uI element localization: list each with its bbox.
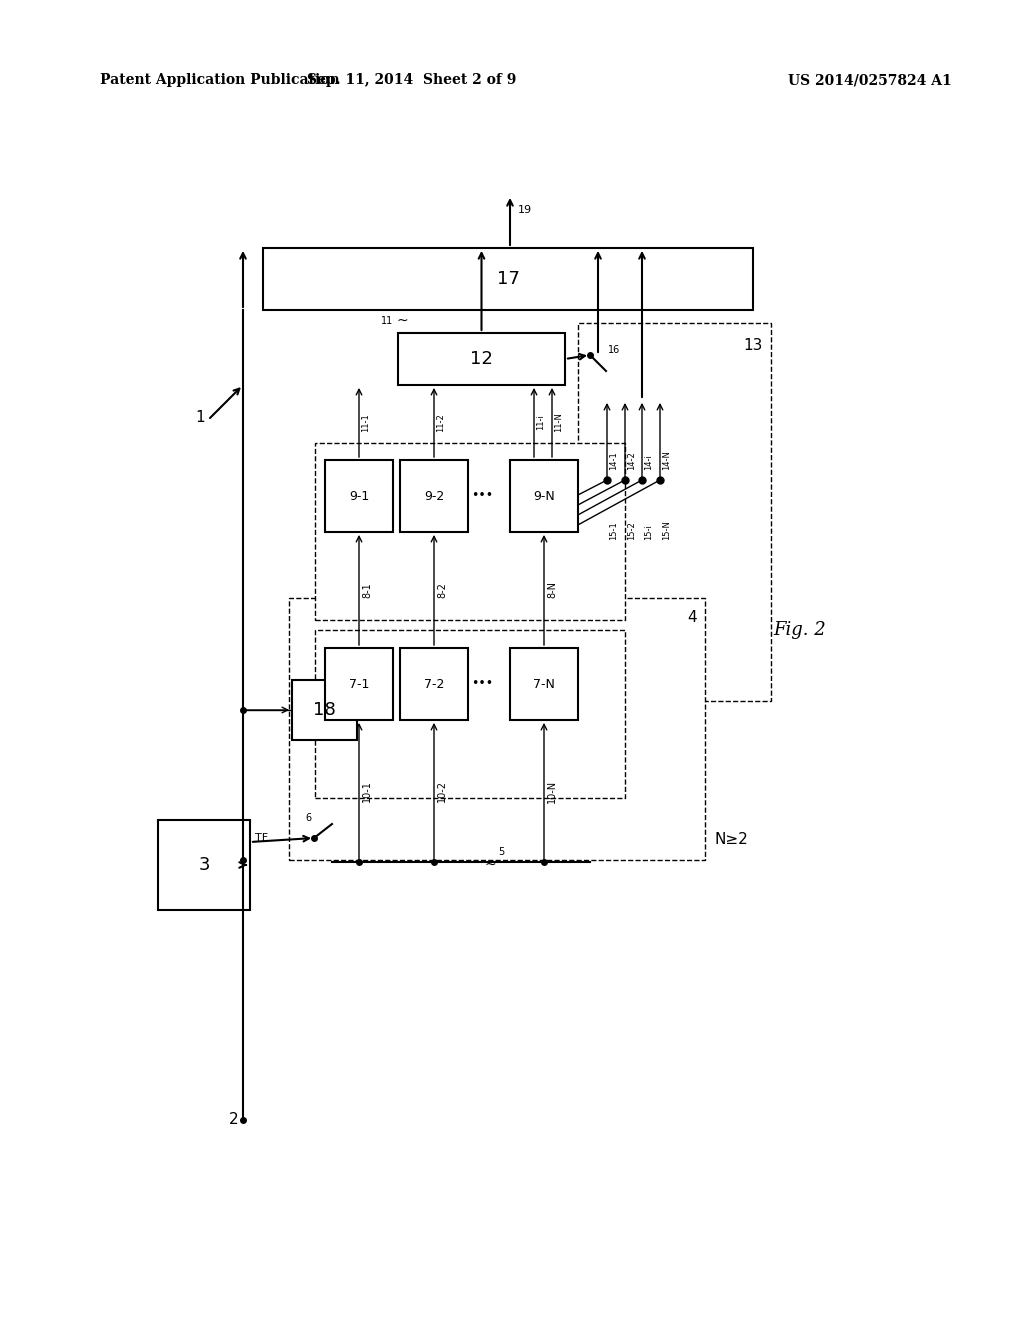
Text: 5: 5 <box>498 847 504 857</box>
Text: Fig. 2: Fig. 2 <box>773 620 826 639</box>
Text: 8-2: 8-2 <box>437 582 447 598</box>
Text: 7-1: 7-1 <box>349 677 370 690</box>
Text: 16: 16 <box>608 345 621 355</box>
Text: 15-i: 15-i <box>644 524 653 540</box>
Text: 14-2: 14-2 <box>627 451 636 470</box>
Text: 8-N: 8-N <box>547 582 557 598</box>
Text: 15-1: 15-1 <box>609 521 618 540</box>
Text: 4: 4 <box>687 610 697 626</box>
Bar <box>325 648 393 719</box>
Text: Patent Application Publication: Patent Application Publication <box>100 73 340 87</box>
Text: 3: 3 <box>199 855 210 874</box>
Bar <box>292 680 357 741</box>
Bar <box>158 820 250 909</box>
Text: 14-i: 14-i <box>644 454 653 470</box>
Text: 7-N: 7-N <box>534 677 555 690</box>
Text: 9-2: 9-2 <box>424 490 444 503</box>
Bar <box>578 323 771 701</box>
Bar <box>400 459 468 532</box>
Text: 10-N: 10-N <box>547 779 557 803</box>
Bar <box>510 648 578 719</box>
Bar <box>510 459 578 532</box>
Text: Sep. 11, 2014  Sheet 2 of 9: Sep. 11, 2014 Sheet 2 of 9 <box>307 73 517 87</box>
Text: 18: 18 <box>313 701 336 719</box>
Text: 17: 17 <box>497 271 519 288</box>
Bar <box>398 333 565 385</box>
Text: 6: 6 <box>305 813 311 822</box>
Bar <box>400 648 468 719</box>
Text: 11-2: 11-2 <box>436 413 445 432</box>
Text: 14-N: 14-N <box>662 450 671 470</box>
Text: •••: ••• <box>471 490 494 503</box>
Text: N≥2: N≥2 <box>715 833 749 847</box>
Text: TF: TF <box>255 833 268 843</box>
Text: ~: ~ <box>396 314 408 327</box>
Bar <box>289 598 705 861</box>
Text: 9-1: 9-1 <box>349 490 369 503</box>
Text: 7-2: 7-2 <box>424 677 444 690</box>
Text: •••: ••• <box>471 677 494 690</box>
Text: 11: 11 <box>381 315 393 326</box>
Text: 11-N: 11-N <box>554 413 563 433</box>
Text: 13: 13 <box>743 338 763 352</box>
Text: ~: ~ <box>484 858 496 873</box>
Text: 12: 12 <box>470 350 493 368</box>
Text: 11-i: 11-i <box>536 414 545 430</box>
Text: 19: 19 <box>518 205 532 215</box>
Text: 9-N: 9-N <box>534 490 555 503</box>
Text: 11-1: 11-1 <box>361 413 370 432</box>
Bar <box>325 459 393 532</box>
Text: US 2014/0257824 A1: US 2014/0257824 A1 <box>788 73 952 87</box>
Text: 8-1: 8-1 <box>362 582 372 598</box>
Text: 1: 1 <box>196 411 205 425</box>
Text: 10-1: 10-1 <box>362 780 372 803</box>
Text: 15-N: 15-N <box>662 520 671 540</box>
Bar <box>315 630 625 799</box>
Text: 2: 2 <box>228 1113 238 1127</box>
Bar <box>263 248 753 310</box>
Text: 10-2: 10-2 <box>437 780 447 803</box>
Bar <box>315 444 625 620</box>
Text: 14-1: 14-1 <box>609 451 618 470</box>
Text: 15-2: 15-2 <box>627 521 636 540</box>
